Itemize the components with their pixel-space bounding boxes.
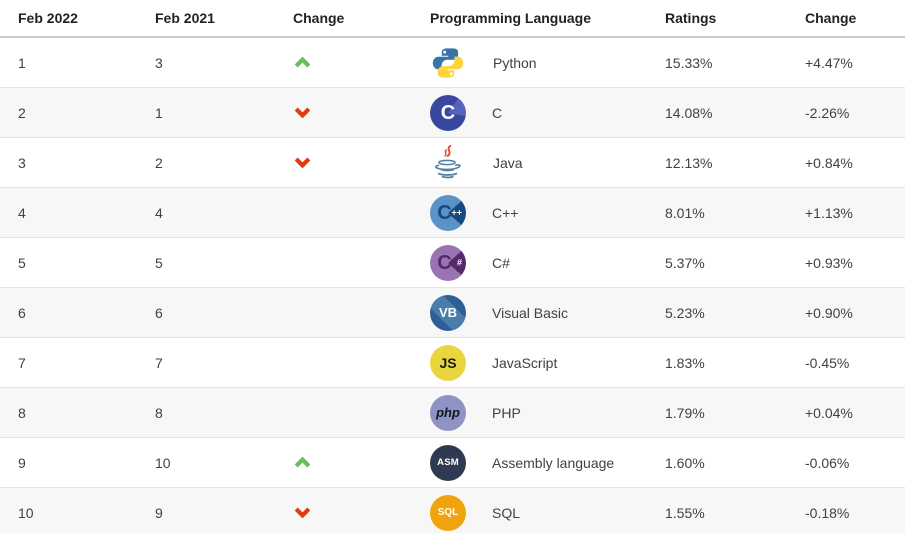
rank-up-icon (294, 456, 311, 467)
rank-2022: 8 (18, 404, 26, 421)
col-header-ratings: Ratings (665, 10, 717, 26)
php-icon: php (430, 394, 466, 431)
rank-2022: 9 (18, 454, 26, 471)
col-header-feb-2022: Feb 2022 (18, 10, 78, 26)
rating-change: +0.93% (805, 254, 853, 271)
rank-2021: 5 (155, 254, 163, 271)
sql-icon: SQL (430, 494, 466, 531)
rank-2021: 3 (155, 54, 163, 71)
javascript-icon: JS (430, 344, 466, 381)
rank-change-cell (293, 505, 430, 521)
rating-value: 5.23% (665, 304, 705, 321)
table-row: 9 10 ASM Assembly language 1.60% -0.06% (0, 438, 905, 488)
language-name: Java (493, 154, 523, 171)
rank-2022: 2 (18, 104, 26, 121)
rank-2021: 9 (155, 504, 163, 521)
language-name: C++ (492, 204, 519, 221)
rank-2021: 7 (155, 354, 163, 371)
rating-change: -0.18% (805, 504, 850, 521)
rating-change: -0.06% (805, 454, 850, 471)
table-row: 1 3 Python 15.33% +4.47% (0, 38, 905, 88)
rating-change: -0.45% (805, 354, 850, 371)
rating-value: 1.60% (665, 454, 705, 471)
c-language-icon: C (430, 94, 466, 131)
rank-2021: 6 (155, 304, 163, 321)
rating-change: +4.47% (805, 54, 853, 71)
rank-change-cell (293, 105, 430, 121)
assembly-icon: ASM (430, 444, 466, 481)
rating-value: 14.08% (665, 104, 713, 121)
rank-2022: 10 (18, 504, 34, 521)
rank-2021: 1 (155, 104, 163, 121)
rank-up-icon (294, 56, 311, 67)
language-name: SQL (492, 504, 521, 521)
table-header: Feb 2022 Feb 2021 Change Programming Lan… (0, 0, 905, 38)
rank-change-cell (293, 155, 430, 171)
table-row: 4 4 C ++ C++ 8.01% +1.13% (0, 188, 905, 238)
language-name: PHP (492, 404, 521, 421)
rating-value: 8.01% (665, 204, 705, 221)
rank-2022: 4 (18, 204, 26, 221)
rank-change-cell (293, 55, 430, 71)
rating-change: +0.90% (805, 304, 853, 321)
visual-basic-icon: VB (430, 294, 466, 331)
rank-2021: 8 (155, 404, 163, 421)
rank-2022: 3 (18, 154, 26, 171)
table-row: 10 9 SQL SQL 1.55% -0.18% (0, 488, 905, 533)
language-name: C# (492, 254, 510, 271)
rating-value: 12.13% (665, 154, 713, 171)
csharp-icon: C # (430, 244, 466, 281)
cpp-icon: C ++ (430, 194, 466, 231)
col-header-ratings-change: Change (805, 10, 857, 26)
rating-change: +1.13% (805, 204, 853, 221)
col-header-rank-change: Change (293, 10, 345, 26)
table-row: 7 7 JS JavaScript 1.83% -0.45% (0, 338, 905, 388)
language-name: Assembly language (492, 454, 615, 471)
language-name: Python (493, 54, 537, 71)
rating-value: 1.83% (665, 354, 705, 371)
java-icon (429, 144, 467, 182)
rating-value: 1.79% (665, 404, 705, 421)
rank-2021: 4 (155, 204, 163, 221)
table-row: 5 5 C # C# 5.37% +0.93% (0, 238, 905, 288)
rating-value: 1.55% (665, 504, 705, 521)
rank-2022: 6 (18, 304, 26, 321)
rating-change: +0.04% (805, 404, 853, 421)
language-name: JavaScript (492, 354, 558, 371)
table-row: 3 2 Java 12.13% +0.84% (0, 138, 905, 188)
col-header-feb-2021: Feb 2021 (155, 10, 215, 26)
rank-2021: 2 (155, 154, 163, 171)
table-row: 6 6 VB Visual Basic 5.23% +0.90% (0, 288, 905, 338)
rank-2022: 5 (18, 254, 26, 271)
python-icon (429, 44, 467, 82)
rank-2021: 10 (155, 454, 171, 471)
rating-change: +0.84% (805, 154, 853, 171)
rating-value: 15.33% (665, 54, 713, 71)
col-header-language: Programming Language (430, 10, 592, 26)
language-name: C (492, 104, 503, 121)
rating-change: -2.26% (805, 104, 850, 121)
rank-2022: 1 (18, 54, 26, 71)
rank-down-icon (294, 107, 311, 118)
rank-2022: 7 (18, 354, 26, 371)
table-row: 8 8 php PHP 1.79% +0.04% (0, 388, 905, 438)
rank-change-cell (293, 455, 430, 471)
rating-value: 5.37% (665, 254, 705, 271)
rank-down-icon (294, 507, 311, 518)
language-name: Visual Basic (492, 304, 569, 321)
table-row: 2 1 C C 14.08% -2.26% (0, 88, 905, 138)
rank-down-icon (294, 157, 311, 168)
